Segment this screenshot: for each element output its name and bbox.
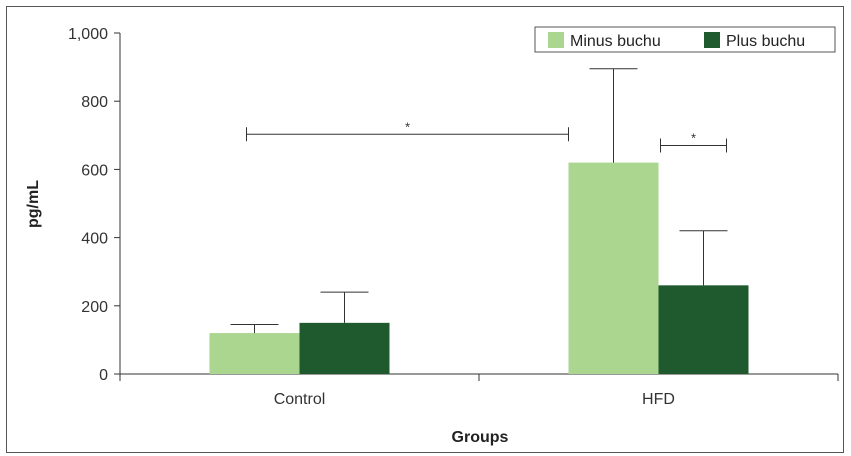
bar — [568, 162, 659, 374]
legend-label: Plus buchu — [726, 33, 805, 50]
y-tick-label: 200 — [81, 299, 108, 316]
legend-swatch — [548, 32, 564, 48]
x-tick-label: HFD — [642, 391, 675, 408]
bars — [209, 162, 749, 374]
y-axis-title: pg/mL — [25, 180, 42, 228]
bar — [658, 285, 749, 374]
bar — [299, 322, 390, 374]
x-tick-label: Control — [274, 391, 326, 408]
bar — [209, 333, 300, 374]
y-tick-label: 400 — [81, 231, 108, 248]
legend-swatch — [704, 32, 720, 48]
legend-box — [534, 26, 836, 53]
significance-brackets: ** — [246, 119, 727, 153]
y-tick-label: 600 — [81, 162, 108, 179]
legend-label: Minus buchu — [570, 33, 661, 50]
y-tick-label: 800 — [81, 94, 108, 111]
legend: Minus buchu Plus buchu — [534, 26, 836, 53]
x-axis-title: Groups — [452, 429, 509, 446]
significance-label: * — [405, 119, 410, 134]
error-bars — [230, 68, 728, 334]
y-tick-label: 0 — [99, 367, 108, 384]
y-tick-label: 1,000 — [68, 26, 108, 43]
chart-frame — [6, 6, 844, 453]
significance-label: * — [691, 131, 696, 146]
